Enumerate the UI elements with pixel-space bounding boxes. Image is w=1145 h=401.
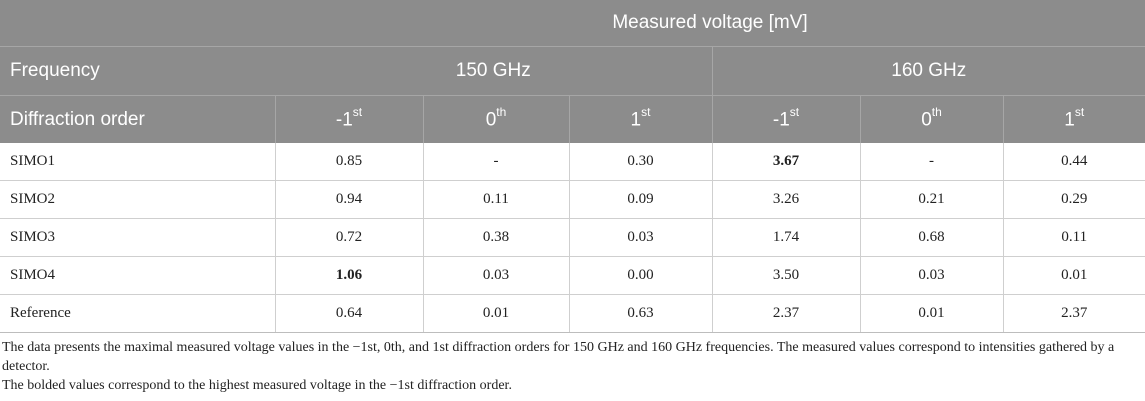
row-label: SIMO1 (0, 143, 275, 181)
footnote: The bolded values correspond to the high… (2, 378, 512, 393)
table-cell: 0.72 (274, 218, 423, 257)
table-cell: 0.30 (568, 143, 712, 181)
table-cell: 1.74 (711, 218, 860, 257)
table-cell: 2.37 (1002, 294, 1145, 333)
table-cell: 3.26 (711, 180, 860, 219)
row-label: Reference (0, 294, 275, 333)
diffraction-order-label: Diffraction order (0, 95, 275, 143)
frequency-150-heading: 150 GHz (275, 46, 713, 96)
row-label: SIMO2 (0, 180, 275, 219)
order-suffix: th (931, 105, 942, 120)
table-row: Reference 0.64 0.01 0.63 2.37 0.01 2.37 (0, 294, 1145, 333)
table-cell: 0.01 (859, 294, 1003, 333)
table-row: SIMO4 1.06 0.03 0.00 3.50 0.03 0.01 (0, 256, 1145, 295)
table-cell: - (422, 143, 569, 181)
order-suffix: st (352, 105, 363, 120)
table-cell: 0.09 (568, 180, 712, 219)
order-base: -1 (335, 109, 353, 131)
order-suffix: st (1074, 105, 1085, 120)
row-label: SIMO4 (0, 256, 275, 295)
table-cell: 0.94 (274, 180, 423, 219)
table-cell: 0.63 (568, 294, 712, 333)
table-cell: 0.01 (1002, 256, 1145, 295)
table-cell: 0.85 (274, 143, 423, 181)
table-cell: 0.29 (1002, 180, 1145, 219)
table-cell: 0.21 (859, 180, 1003, 219)
order-base: 1 (1064, 109, 1075, 131)
frequency-label: Frequency (0, 46, 275, 96)
table-cell: 0.68 (859, 218, 1003, 257)
order-heading: 0th (422, 95, 569, 143)
table-cell: - (859, 143, 1003, 181)
table-header: Measured voltage [mV] Frequency 150 GHz … (0, 0, 1145, 143)
order-heading: 1st (1002, 95, 1145, 143)
table-footnotes: The data presents the maximal measured v… (0, 333, 1145, 395)
table-cell: 0.03 (422, 256, 569, 295)
header-blank-cell (0, 0, 275, 47)
table-cell: 0.38 (422, 218, 569, 257)
order-base: -1 (772, 109, 790, 131)
order-heading: -1st (274, 95, 423, 143)
table-cell: 0.11 (1002, 218, 1145, 257)
table-cell-highlighted: 1.06 (274, 256, 423, 295)
order-base: 0 (485, 109, 497, 131)
table-row: SIMO1 0.85 - 0.30 3.67 - 0.44 (0, 143, 1145, 181)
table-cell: 0.44 (1002, 143, 1145, 181)
order-base: 1 (630, 109, 642, 131)
order-heading: -1st (711, 95, 860, 143)
table-cell: 0.64 (274, 294, 423, 333)
order-heading: 0th (859, 95, 1003, 143)
table-cell: 3.50 (711, 256, 860, 295)
table-cell-highlighted: 3.67 (711, 143, 860, 181)
row-label: SIMO3 (0, 218, 275, 257)
table-cell: 0.03 (568, 218, 712, 257)
table-row: SIMO2 0.94 0.11 0.09 3.26 0.21 0.29 (0, 180, 1145, 219)
order-heading: 1st (568, 95, 712, 143)
table-cell: 0.11 (422, 180, 569, 219)
order-suffix: st (789, 105, 800, 120)
table-row: SIMO3 0.72 0.38 0.03 1.74 0.68 0.11 (0, 218, 1145, 257)
voltage-table: Measured voltage [mV] Frequency 150 GHz … (0, 0, 1145, 333)
footnote: The data presents the maximal measured v… (2, 340, 1115, 374)
table-body: SIMO1 0.85 - 0.30 3.67 - 0.44 SIMO2 0.94… (0, 143, 1145, 333)
order-suffix: st (641, 105, 651, 120)
table-cell: 0.00 (568, 256, 712, 295)
table-cell: 2.37 (711, 294, 860, 333)
table-cell: 0.01 (422, 294, 569, 333)
order-base: 0 (921, 109, 932, 131)
frequency-160-heading: 160 GHz (712, 46, 1145, 96)
order-suffix: th (496, 105, 507, 120)
measured-voltage-heading: Measured voltage [mV] (275, 0, 1145, 47)
table-cell: 0.03 (859, 256, 1003, 295)
